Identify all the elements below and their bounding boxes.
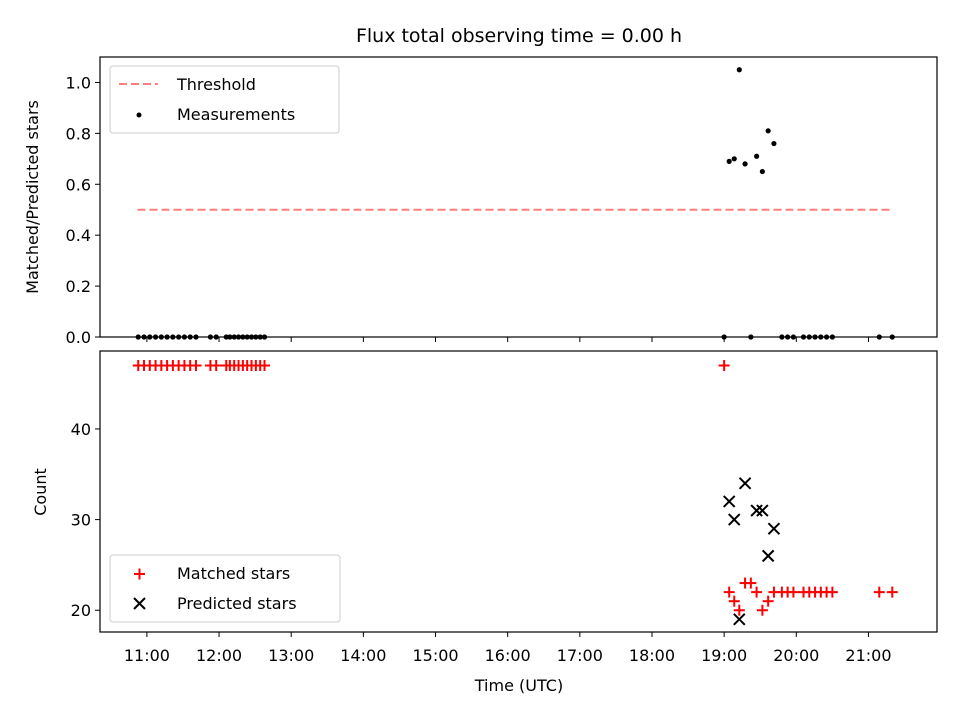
x-tick-label: 21:00 xyxy=(845,646,891,665)
top-y-tick-label: 0.2 xyxy=(66,277,91,296)
measurement-point xyxy=(759,168,765,175)
top-y-axis: 0.0 0.2 0.4 0.6 0.8 1.0 xyxy=(66,73,100,347)
x-tick-label: 19:00 xyxy=(701,646,747,665)
matched-star-point xyxy=(762,595,774,607)
x-tick-label: 15:00 xyxy=(412,646,458,665)
matched-star-point xyxy=(751,586,763,598)
legend-measurements-swatch xyxy=(136,112,142,118)
predicted-star-point xyxy=(767,522,781,535)
measurement-point xyxy=(771,140,777,147)
bottom-legend-box xyxy=(109,554,341,623)
measurement-point xyxy=(736,67,742,73)
x-tick-label: 18:00 xyxy=(629,646,675,665)
matched-star-point xyxy=(886,586,898,598)
x-tick-label: 16:00 xyxy=(485,646,531,665)
predicted-star-point xyxy=(761,549,775,563)
matched-star-point xyxy=(873,586,885,598)
top-y-tick-label: 0.4 xyxy=(66,226,91,245)
measurement-point xyxy=(754,153,760,159)
x-tick-label: 13:00 xyxy=(268,646,314,665)
bottom-y-tick-label: 20 xyxy=(71,601,91,620)
matched-star-point xyxy=(756,604,768,616)
legend-predicted-label: Predicted stars xyxy=(177,594,297,613)
top-plot-frame xyxy=(99,56,938,338)
measurement-point xyxy=(731,156,737,162)
top-y-tick-label: 0.6 xyxy=(66,175,91,194)
legend-matched-swatch xyxy=(134,568,145,580)
matched-star-point xyxy=(826,586,838,598)
top-y-tick-label: 1.0 xyxy=(66,73,91,92)
predicted-star-point xyxy=(722,495,736,508)
measurement-point xyxy=(765,128,771,134)
matched-star-point xyxy=(787,586,799,598)
legend-measurements-label: Measurements xyxy=(177,105,295,124)
matched-star-point xyxy=(718,360,730,372)
predicted-star-point xyxy=(728,513,741,526)
bottom-y-tick-label: 30 xyxy=(71,511,91,530)
bottom-plot-frame xyxy=(99,350,938,633)
x-tick-label: 20:00 xyxy=(773,646,819,665)
matched-star-point xyxy=(259,360,271,372)
matched-star-point xyxy=(190,360,202,372)
top-y-axis-title: Matched/Predicted stars xyxy=(23,100,42,294)
top-y-tick-label: 0.8 xyxy=(66,124,91,143)
x-axis-title: Time (UTC) xyxy=(474,676,563,695)
top-legend: Threshold Measurements xyxy=(109,65,340,134)
matched-star-point xyxy=(728,595,740,607)
legend-matched-label: Matched stars xyxy=(177,564,290,583)
legend-threshold-label: Threshold xyxy=(176,75,256,94)
top-y-tick-label: 0.0 xyxy=(66,328,91,347)
bottom-y-tick-label: 40 xyxy=(71,420,91,439)
x-tick-label: 14:00 xyxy=(340,646,386,665)
matched-star-point xyxy=(723,586,735,598)
measurement-point xyxy=(742,161,748,167)
matched-star-point xyxy=(733,604,745,616)
bottom-legend: Matched stars Predicted stars xyxy=(109,554,341,623)
predicted-star-point xyxy=(738,477,752,490)
x-tick-label: 17:00 xyxy=(557,646,603,665)
legend-predicted-swatch xyxy=(133,597,146,610)
counts-layer xyxy=(132,360,898,626)
bottom-x-axis: 11:00 12:00 13:00 14:00 15:00 16:00 17:00 18:00… xyxy=(124,632,892,665)
measurement-point xyxy=(726,158,732,164)
matched-star-point xyxy=(210,360,222,372)
bottom-y-axis: 20 30 40 xyxy=(71,420,100,620)
bottom-y-axis-title: Count xyxy=(31,468,50,516)
x-tick-label: 12:00 xyxy=(196,646,242,665)
predicted-star-point xyxy=(750,504,763,517)
matched-star-point xyxy=(745,577,757,589)
top-legend-box xyxy=(109,65,340,134)
x-tick-label: 11:00 xyxy=(124,646,170,665)
predicted-star-point xyxy=(756,504,769,517)
ratio-panel: Flux total observing time = 0.00 h Match… xyxy=(23,25,938,347)
predicted-star-point xyxy=(733,613,746,626)
chart-title: Flux total observing time = 0.00 h xyxy=(356,25,682,47)
